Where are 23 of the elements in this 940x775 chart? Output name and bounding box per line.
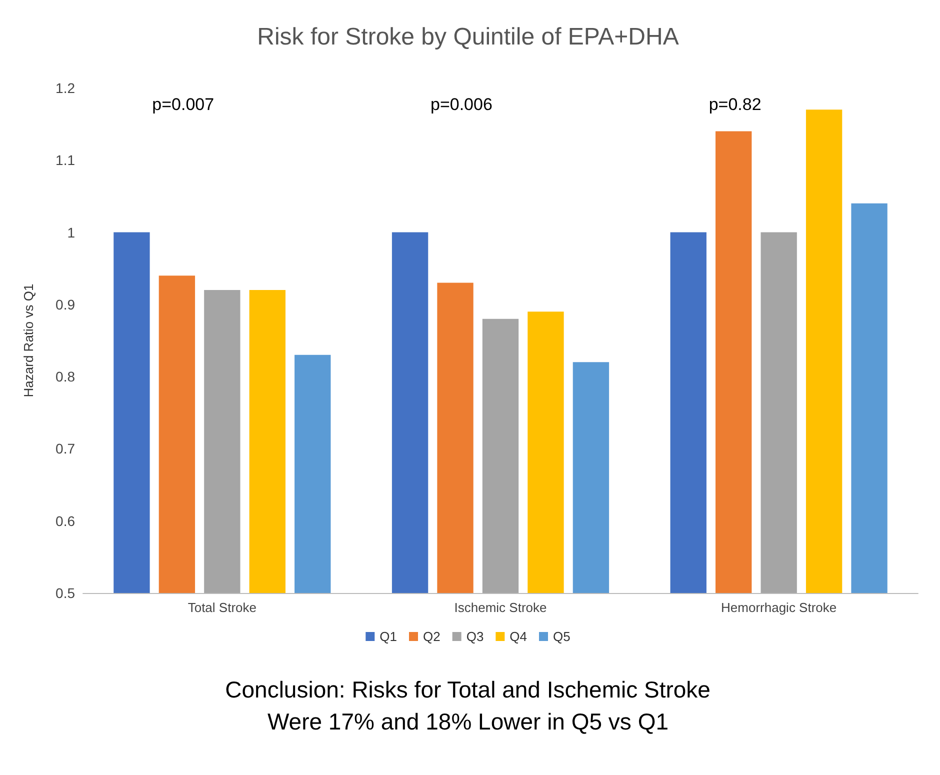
- y-tick-label: 1.2: [56, 80, 76, 96]
- text: Conclusion: Risks for Total and Ischemic Stroke: [225, 676, 710, 702]
- y-tick-label: 0.7: [56, 440, 76, 457]
- annotation: p=0.006: [430, 95, 492, 114]
- y-tick-label: 0.9: [56, 296, 76, 312]
- legend-label: Q4: [510, 629, 528, 644]
- legend-label: Q1: [380, 629, 397, 644]
- legend-label: Q2: [422, 629, 440, 644]
- legend-label: Q5: [553, 629, 570, 644]
- annotation: p=0.007: [152, 95, 214, 114]
- x-tick-label: Ischemic Stroke: [454, 600, 547, 615]
- annotation: p=0.82: [708, 95, 762, 114]
- y-tick-label: 0.8: [56, 368, 76, 385]
- y-tick-label: 0.5: [56, 585, 76, 601]
- y-axis-title: Hazard Ratio vs Q1: [21, 284, 36, 398]
- y-tick-label: 0.6: [56, 512, 76, 529]
- x-tick-label: Total Stroke: [188, 600, 256, 615]
- y-tick-label: 1: [67, 224, 76, 240]
- text: Were 17% and 18% Lower in Q5 vs Q1: [267, 708, 669, 734]
- x-tick-label: Hemorrhagic Stroke: [721, 600, 837, 615]
- legend-label: Q3: [466, 629, 484, 644]
- y-tick-label: 1.1: [56, 152, 76, 168]
- chart-title: Risk for Stroke by Quintile of EPA+DHA: [257, 24, 679, 50]
